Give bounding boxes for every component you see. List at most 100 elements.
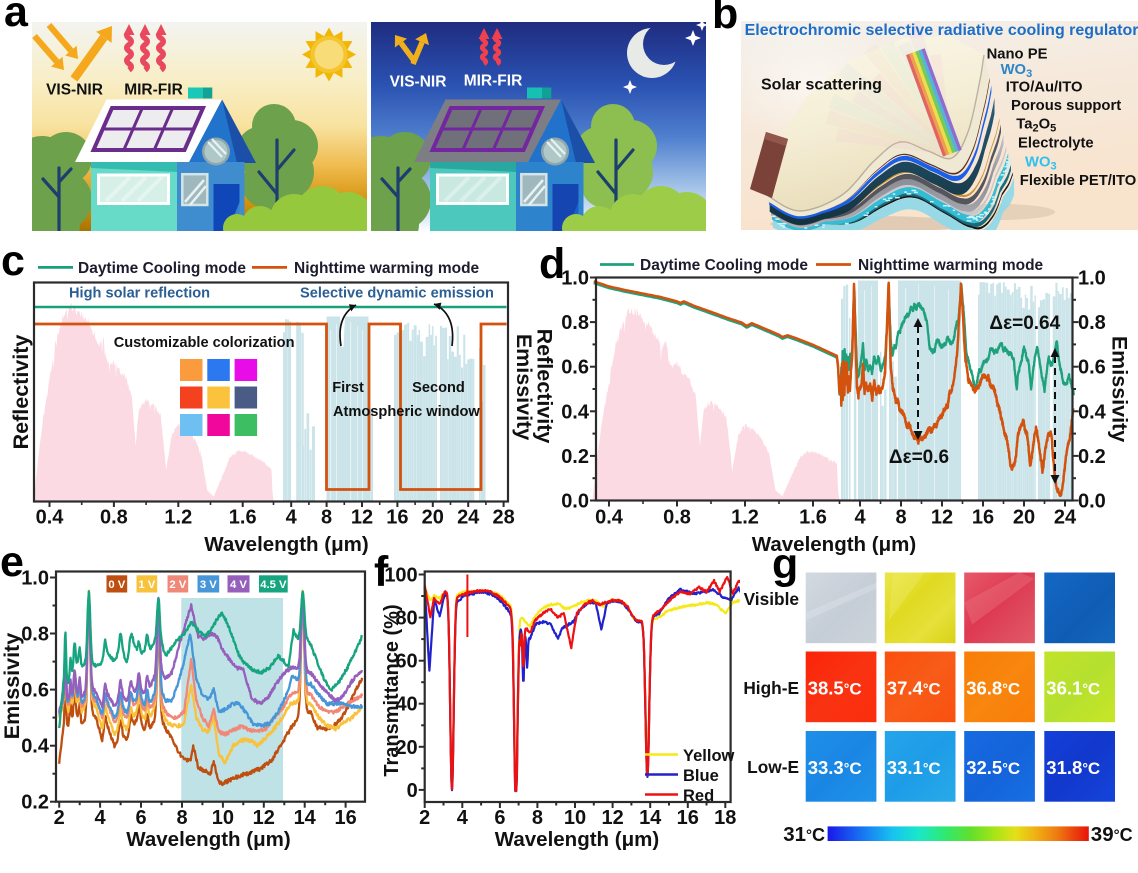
svg-text:Nighttime warming mode: Nighttime warming mode <box>858 257 1044 274</box>
svg-text:Porous support: Porous support <box>1011 98 1121 114</box>
svg-text:First: First <box>332 380 364 396</box>
svg-text:37.4°C: 37.4°C <box>887 678 941 699</box>
svg-text:Wavelength (μm): Wavelength (μm) <box>752 533 916 556</box>
svg-text:Visible: Visible <box>744 589 800 609</box>
svg-text:Ta2O5: Ta2O5 <box>1016 116 1056 134</box>
svg-text:3 V: 3 V <box>200 579 217 591</box>
svg-text:0.8: 0.8 <box>100 507 128 529</box>
svg-text:0.4: 0.4 <box>21 736 50 758</box>
svg-text:33.3°C: 33.3°C <box>808 757 862 778</box>
svg-text:20: 20 <box>1013 507 1035 529</box>
svg-text:Customizable colorization: Customizable colorization <box>114 335 295 351</box>
svg-text:0.6: 0.6 <box>561 357 589 379</box>
svg-text:33.1°C: 33.1°C <box>887 757 941 778</box>
svg-text:Nano PE: Nano PE <box>987 47 1048 63</box>
svg-text:4: 4 <box>457 807 469 829</box>
svg-text:Δε=0.64: Δε=0.64 <box>989 313 1060 334</box>
svg-text:Reflectivity: Reflectivity <box>533 329 557 444</box>
svg-text:1.6: 1.6 <box>799 507 827 529</box>
svg-text:Red: Red <box>683 787 714 805</box>
svg-text:24: 24 <box>457 507 480 529</box>
svg-text:4: 4 <box>286 507 298 529</box>
svg-text:MIR-FIR: MIR-FIR <box>464 73 523 90</box>
svg-text:10: 10 <box>212 807 234 829</box>
svg-text:12: 12 <box>601 807 623 829</box>
svg-text:2: 2 <box>54 807 65 829</box>
svg-text:38.5°C: 38.5°C <box>808 678 862 699</box>
svg-text:0.8: 0.8 <box>561 312 589 334</box>
svg-text:0 V: 0 V <box>108 579 125 591</box>
svg-text:Atmospheric window: Atmospheric window <box>333 404 480 420</box>
svg-text:Wavelength (μm): Wavelength (μm) <box>495 828 659 851</box>
svg-text:4: 4 <box>95 807 107 829</box>
svg-text:Wavelength (μm): Wavelength (μm) <box>126 828 290 851</box>
svg-text:Emissivity: Emissivity <box>512 334 536 440</box>
svg-text:High-E: High-E <box>743 678 799 698</box>
svg-text:Wavelength (μm): Wavelength (μm) <box>204 533 368 556</box>
svg-text:16: 16 <box>386 507 408 529</box>
svg-text:Emissivity: Emissivity <box>0 633 24 739</box>
svg-text:12: 12 <box>253 807 275 829</box>
svg-text:20: 20 <box>422 507 444 529</box>
svg-text:12: 12 <box>351 507 373 529</box>
svg-text:28: 28 <box>492 507 514 529</box>
svg-text:4: 4 <box>854 507 866 529</box>
svg-text:1.6: 1.6 <box>229 507 257 529</box>
svg-text:8: 8 <box>321 507 332 529</box>
svg-text:1.2: 1.2 <box>164 507 192 529</box>
svg-text:Low-E: Low-E <box>747 757 799 777</box>
svg-text:24: 24 <box>1054 507 1077 529</box>
svg-text:Nighttime warming mode: Nighttime warming mode <box>294 260 480 277</box>
svg-text:18: 18 <box>714 807 736 829</box>
svg-text:0.6: 0.6 <box>1078 357 1106 379</box>
svg-text:4.5 V: 4.5 V <box>260 579 287 591</box>
svg-text:Reflectivity: Reflectivity <box>9 335 33 450</box>
svg-text:6: 6 <box>494 807 505 829</box>
svg-text:0.4: 0.4 <box>36 507 65 529</box>
svg-text:Daytime Cooling mode: Daytime Cooling mode <box>640 257 808 274</box>
svg-text:Yellow: Yellow <box>683 747 735 765</box>
svg-text:4 V: 4 V <box>230 579 247 591</box>
svg-text:Electrolyte: Electrolyte <box>1018 136 1094 152</box>
svg-text:2 V: 2 V <box>169 579 186 591</box>
svg-text:6: 6 <box>135 807 146 829</box>
svg-text:0.2: 0.2 <box>21 792 49 814</box>
svg-text:0.8: 0.8 <box>663 507 691 529</box>
svg-text:Daytime Cooling mode: Daytime Cooling mode <box>78 260 246 277</box>
svg-text:0.4: 0.4 <box>561 401 590 423</box>
svg-text:Blue: Blue <box>683 767 719 785</box>
svg-text:60: 60 <box>395 651 417 673</box>
svg-text:40: 40 <box>395 694 417 716</box>
svg-text:8: 8 <box>895 507 906 529</box>
svg-text:1.0: 1.0 <box>1078 268 1106 290</box>
svg-text:14: 14 <box>294 807 317 829</box>
svg-text:16: 16 <box>972 507 994 529</box>
svg-text:31°C: 31°C <box>783 823 825 846</box>
svg-text:1.0: 1.0 <box>21 568 49 590</box>
svg-text:32.5°C: 32.5°C <box>966 757 1020 778</box>
svg-text:2: 2 <box>419 807 430 829</box>
svg-text:12: 12 <box>931 507 953 529</box>
svg-text:10: 10 <box>564 807 586 829</box>
svg-text:14: 14 <box>639 807 662 829</box>
svg-text:1 V: 1 V <box>138 579 155 591</box>
svg-text:Δε=0.6: Δε=0.6 <box>889 447 949 468</box>
svg-text:16: 16 <box>677 807 699 829</box>
svg-text:WO3: WO3 <box>1001 62 1033 80</box>
svg-text:8: 8 <box>532 807 543 829</box>
svg-text:Transmittance (%): Transmittance (%) <box>381 604 403 776</box>
svg-text:0: 0 <box>407 780 418 802</box>
svg-text:1.0: 1.0 <box>561 268 589 290</box>
svg-text:1.2: 1.2 <box>731 507 759 529</box>
svg-text:31.8°C: 31.8°C <box>1046 757 1100 778</box>
svg-text:High solar reflection: High solar reflection <box>69 286 210 302</box>
svg-text:VIS-NIR: VIS-NIR <box>390 74 447 91</box>
svg-text:20: 20 <box>395 737 417 759</box>
svg-text:8: 8 <box>176 807 187 829</box>
svg-text:0.2: 0.2 <box>1078 446 1106 468</box>
svg-text:ITO/Au/ITO: ITO/Au/ITO <box>1006 80 1083 96</box>
svg-text:0.0: 0.0 <box>1078 491 1106 513</box>
svg-text:Second: Second <box>412 380 465 396</box>
svg-text:0.8: 0.8 <box>1078 312 1106 334</box>
svg-text:VIS-NIR: VIS-NIR <box>46 82 103 99</box>
